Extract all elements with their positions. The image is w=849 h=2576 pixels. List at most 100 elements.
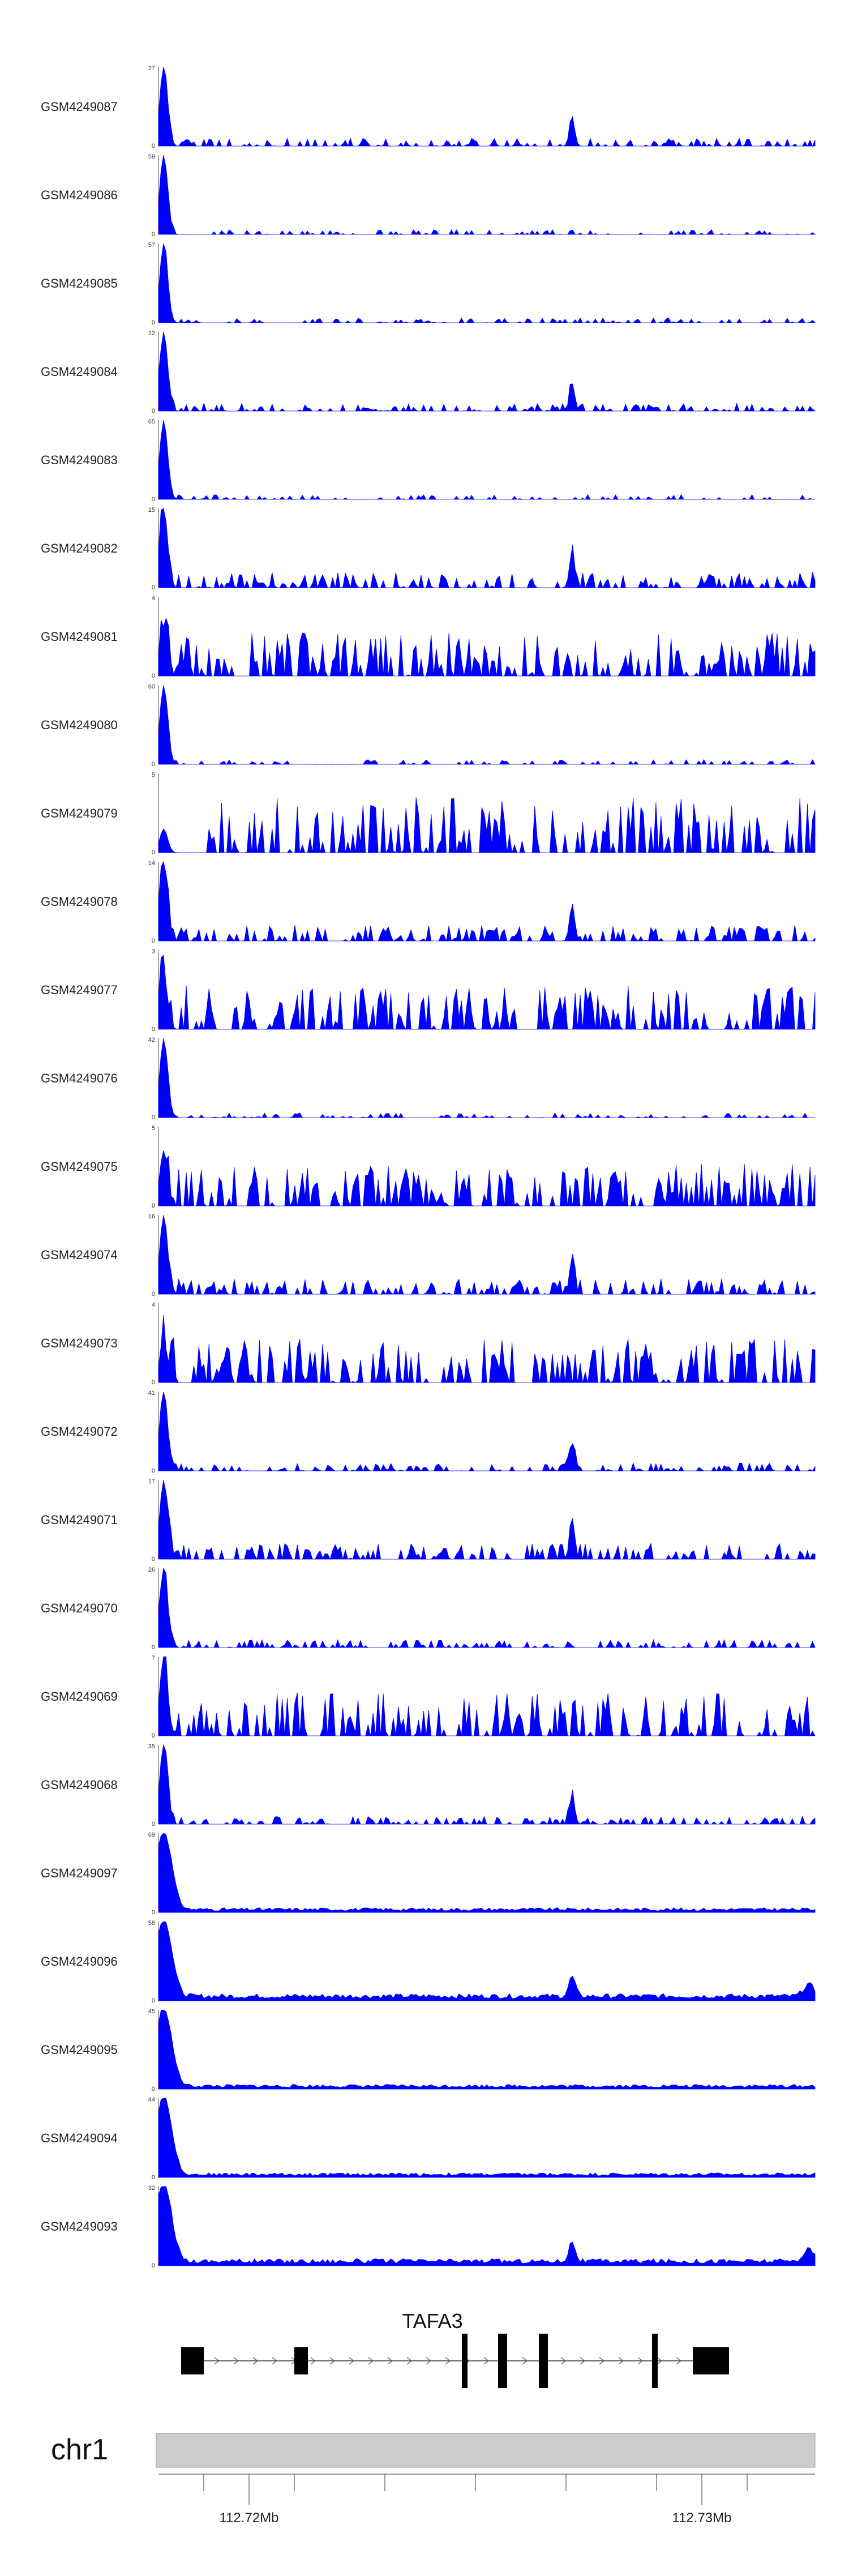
coverage-area [158, 1567, 816, 1649]
track-label: GSM4249081 [41, 630, 118, 644]
coverage-area [158, 1479, 816, 1560]
track-max-label: 26 [148, 1567, 155, 1573]
gene-exon [498, 2334, 507, 2388]
strand-arrow [233, 2357, 239, 2365]
track-max-label: 45 [148, 2008, 155, 2015]
coverage-area [158, 243, 816, 323]
track-label: GSM4249084 [41, 365, 118, 379]
strand-arrow [329, 2357, 335, 2365]
track-gsm4249075: GSM4249075 5 0 [41, 1125, 816, 1209]
track-label: GSM4249095 [41, 2043, 118, 2057]
track-gsm4249071: GSM4249071 17 0 [41, 1478, 816, 1563]
track-label: GSM4249078 [41, 895, 118, 909]
gene-exon [294, 2347, 308, 2374]
track-gsm4249068: GSM4249068 35 0 [41, 1743, 816, 1828]
chromosome-band [156, 2433, 816, 2468]
track-gsm4249086: GSM4249086 59 0 [41, 153, 816, 238]
track-max-label: 14 [148, 860, 155, 867]
strand-arrow [445, 2357, 451, 2365]
genome-axis: 112.72Mb 112.73Mb [158, 2474, 815, 2526]
coverage-area [158, 1744, 816, 1825]
track-zero-label: 0 [152, 849, 155, 856]
coverage-area [158, 617, 816, 677]
track-max-label: 65 [148, 418, 155, 425]
gene-model: TAFA3 [181, 2309, 729, 2388]
gene-exon [652, 2334, 658, 2388]
track-label: GSM4249075 [41, 1159, 118, 1174]
track-gsm4249096: GSM4249096 58 0 [41, 1920, 816, 2004]
chromosome-ideogram: chr1 [51, 2433, 816, 2468]
strand-arrow [657, 2357, 662, 2365]
track-gsm4249072: GSM4249072 41 0 [41, 1390, 816, 1474]
axis-tick-label: 112.73Mb [672, 2510, 732, 2526]
strand-arrow [599, 2357, 604, 2365]
track-label: GSM4249086 [41, 188, 118, 202]
track-label: GSM4249094 [41, 2131, 118, 2145]
track-zero-label: 0 [152, 1732, 155, 1739]
track-zero-label: 0 [152, 673, 155, 679]
strand-arrow [214, 2357, 220, 2365]
track-gsm4249079: GSM4249079 5 0 [41, 772, 816, 856]
strand-arrow [387, 2357, 393, 2365]
track-label: GSM4249082 [41, 541, 118, 555]
coverage-area [158, 1150, 816, 1207]
track-max-label: 44 [148, 2096, 155, 2103]
track-label: GSM4249072 [41, 1424, 118, 1439]
gene-exon [462, 2334, 468, 2388]
coverage-area [158, 420, 815, 500]
coverage-area [158, 331, 816, 412]
track-max-label: 4 [152, 595, 155, 602]
track-zero-label: 0 [152, 584, 155, 591]
track-zero-label: 0 [152, 231, 155, 238]
track-max-label: 32 [148, 2185, 155, 2192]
track-max-label: 7 [152, 1655, 155, 1662]
track-zero-label: 0 [152, 2174, 155, 2181]
coverage-area [158, 2098, 816, 2178]
track-zero-label: 0 [152, 143, 155, 149]
track-label: GSM4249087 [41, 100, 118, 114]
track-zero-label: 0 [152, 1114, 155, 1121]
track-max-label: 16 [148, 1213, 155, 1220]
track-label: GSM4249068 [41, 1778, 118, 1792]
track-zero-label: 0 [152, 1379, 155, 1386]
strand-arrow [426, 2357, 431, 2365]
track-gsm4249083: GSM4249083 65 0 [41, 418, 815, 503]
track-zero-label: 0 [152, 1644, 155, 1651]
track-zero-label: 0 [152, 1467, 155, 1474]
track-gsm4249093: GSM4249093 32 0 [41, 2185, 816, 2269]
coverage-area [158, 1392, 816, 1472]
coverage-area [158, 2009, 816, 2090]
coverage-tracks: GSM4249087270GSM4249086590GSM4249085570G… [41, 65, 816, 2269]
track-max-label: 35 [148, 1743, 155, 1750]
track-max-label: 3 [152, 948, 155, 955]
coverage-area [158, 955, 816, 1030]
gene-exon [693, 2347, 729, 2374]
track-gsm4249070: GSM4249070 26 0 [41, 1567, 816, 1651]
strand-arrow [483, 2357, 489, 2365]
coverage-area [158, 685, 816, 765]
track-max-label: 57 [148, 242, 155, 249]
track-gsm4249094: GSM4249094 44 0 [41, 2096, 816, 2181]
track-gsm4249087: GSM4249087 27 0 [41, 65, 816, 149]
track-max-label: 5 [152, 772, 155, 778]
track-label: GSM4249069 [41, 1689, 118, 1704]
strand-arrow [618, 2357, 624, 2365]
track-max-label: 5 [152, 1125, 155, 1132]
track-max-label: 69 [148, 1832, 155, 1838]
track-zero-label: 0 [152, 938, 155, 944]
axis-tick-label: 112.72Mb [220, 2510, 279, 2526]
track-label: GSM4249077 [41, 983, 118, 997]
track-max-label: 60 [148, 683, 155, 690]
track-label: GSM4249074 [41, 1248, 118, 1262]
strand-arrow [637, 2357, 643, 2365]
track-zero-label: 0 [152, 1821, 155, 1828]
track-label: GSM4249076 [41, 1071, 118, 1085]
track-max-label: 17 [148, 1478, 155, 1485]
track-zero-label: 0 [152, 1291, 155, 1298]
track-max-label: 4 [152, 1302, 155, 1308]
track-zero-label: 0 [152, 1026, 155, 1033]
track-max-label: 15 [148, 507, 155, 514]
coverage-area [158, 1038, 815, 1118]
track-label: GSM4249080 [41, 718, 118, 732]
strand-arrow [580, 2357, 585, 2365]
